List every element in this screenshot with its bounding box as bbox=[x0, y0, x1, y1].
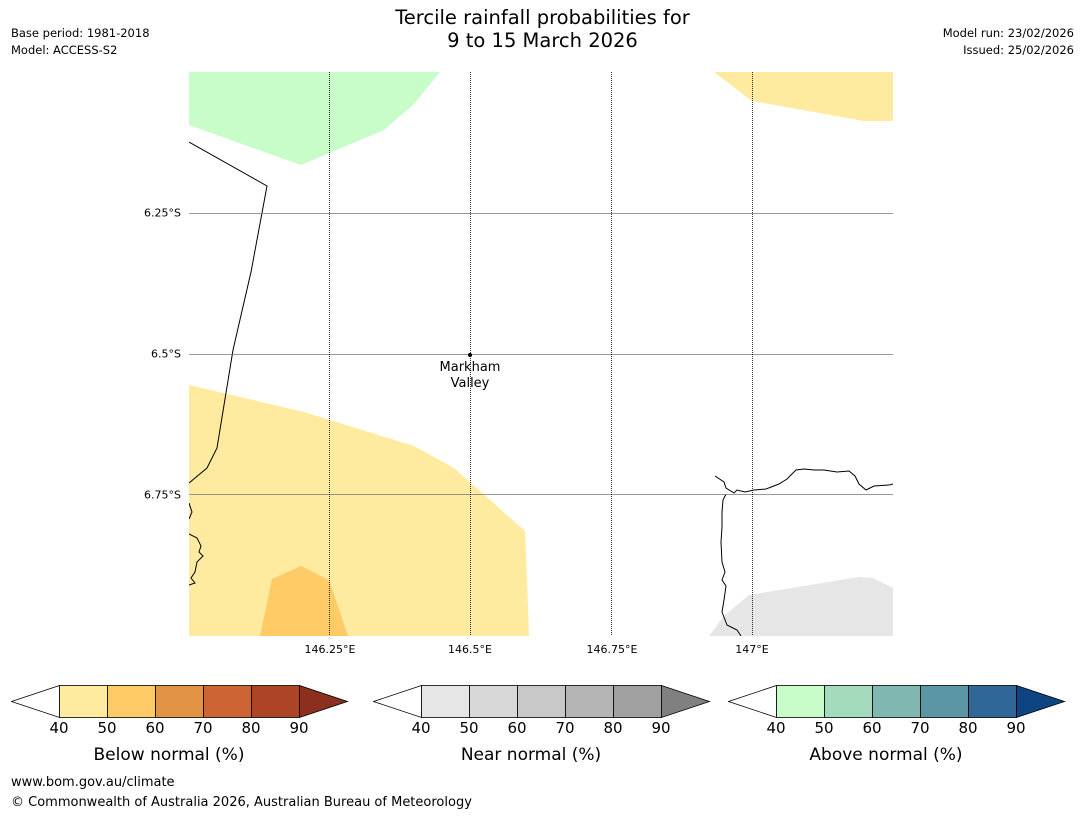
below-normal-tick-90: 90 bbox=[289, 719, 309, 737]
gridlines bbox=[189, 72, 893, 636]
issued-text: Issued: 25/02/2026 bbox=[963, 43, 1074, 57]
below-normal-tick-80: 80 bbox=[241, 719, 261, 737]
lon-label-146.25: 146.25°E bbox=[304, 643, 356, 656]
near-normal-colorbar-label: Near normal (%) bbox=[460, 745, 602, 765]
title-line-1: Tercile rainfall probabilities for bbox=[395, 6, 690, 29]
near-normal-tick-70: 70 bbox=[555, 719, 575, 737]
near-normal-tick-80: 80 bbox=[603, 719, 623, 737]
near-normal-tick-90: 90 bbox=[651, 719, 671, 737]
model-run-text: Model run: 23/02/2026 bbox=[942, 26, 1074, 40]
probability-map bbox=[189, 72, 893, 636]
near-normal-tick-60: 60 bbox=[507, 719, 527, 737]
map-title: Tercile rainfall probabilities for 9 to … bbox=[0, 6, 1085, 52]
lon-label-146.5: 146.5°E bbox=[448, 643, 492, 656]
above-normal-colorbar-segment-70 bbox=[920, 685, 969, 718]
lat-label-6.25: 6.25°S bbox=[144, 206, 181, 220]
near-normal-colorbar bbox=[372, 684, 711, 723]
below-normal-colorbar-segment-70 bbox=[203, 685, 252, 718]
markham-valley-marker bbox=[468, 353, 472, 357]
header-left-info: Base period: 1981-2018 Model: ACCESS-S2 bbox=[11, 25, 150, 59]
model-text: Model: ACCESS-S2 bbox=[11, 43, 118, 57]
near-normal-colorbar-segment-40 bbox=[421, 685, 470, 718]
header-right-info: Model run: 23/02/2026 Issued: 25/02/2026 bbox=[943, 25, 1074, 59]
above-normal-tick-60: 60 bbox=[862, 719, 882, 737]
below-normal-tick-50: 50 bbox=[97, 719, 117, 737]
coastline bbox=[189, 141, 893, 636]
footer-url: www.bom.gov.au/climate bbox=[11, 775, 175, 790]
above-normal-colorbar-low-extension bbox=[727, 684, 777, 719]
above-normal-colorbar-segment-50 bbox=[824, 685, 873, 718]
below-normal-tick-40: 40 bbox=[49, 719, 69, 737]
above-normal-tick-90: 90 bbox=[1006, 719, 1026, 737]
near-normal-colorbar-segment-80 bbox=[613, 685, 662, 718]
near-normal-colorbar-high-extension bbox=[661, 684, 711, 719]
near-normal-colorbar-segment-60 bbox=[517, 685, 566, 718]
above-normal-tick-40: 40 bbox=[766, 719, 786, 737]
below-normal-colorbar bbox=[10, 684, 349, 723]
near-normal-40-region bbox=[709, 577, 893, 636]
below-normal-colorbar-label: Below normal (%) bbox=[93, 745, 245, 765]
place-label-markham-valley: Markham Valley bbox=[440, 360, 501, 392]
above-normal-colorbar bbox=[727, 684, 1066, 723]
place-label-line-1: Markham bbox=[439, 360, 501, 375]
below-normal-colorbar-segment-60 bbox=[155, 685, 204, 718]
above-normal-colorbar-segment-60 bbox=[872, 685, 921, 718]
near-normal-tick-40: 40 bbox=[411, 719, 431, 737]
base-period-text: Base period: 1981-2018 bbox=[11, 26, 150, 40]
below-normal-50-region bbox=[260, 566, 348, 636]
above-normal-colorbar-high-extension bbox=[1016, 684, 1066, 719]
below-normal-colorbar-segment-50 bbox=[107, 685, 156, 718]
above-normal-colorbar-segment-80 bbox=[968, 685, 1017, 718]
near-normal-tick-50: 50 bbox=[459, 719, 479, 737]
above-normal-colorbar-label: Above normal (%) bbox=[809, 745, 963, 765]
below-normal-colorbar-low-extension bbox=[10, 684, 60, 719]
above-normal-colorbar-segment-40 bbox=[776, 685, 825, 718]
near-normal-colorbar-segment-70 bbox=[565, 685, 614, 718]
lat-label-6.75: 6.75°S bbox=[144, 488, 181, 502]
below-normal-tick-60: 60 bbox=[145, 719, 165, 737]
below-normal-colorbar-segment-40 bbox=[59, 685, 108, 718]
near-normal-colorbar-segment-50 bbox=[469, 685, 518, 718]
near-normal-colorbar-low-extension bbox=[372, 684, 422, 719]
lon-label-147: 147°E bbox=[735, 643, 769, 656]
below-normal-tick-70: 70 bbox=[193, 719, 213, 737]
below-normal-40-region-top bbox=[714, 72, 893, 121]
place-label-line-2: Valley bbox=[450, 376, 490, 391]
above-normal-tick-70: 70 bbox=[910, 719, 930, 737]
lat-label-6.5: 6.5°S bbox=[151, 347, 181, 361]
footer-copyright: © Commonwealth of Australia 2026, Austra… bbox=[11, 795, 472, 810]
above-normal-40-region bbox=[189, 72, 440, 165]
below-normal-40-region-bottom bbox=[189, 385, 529, 636]
below-normal-colorbar-segment-80 bbox=[251, 685, 300, 718]
above-normal-tick-50: 50 bbox=[814, 719, 834, 737]
title-line-2: 9 to 15 March 2026 bbox=[447, 29, 638, 52]
below-normal-colorbar-high-extension bbox=[299, 684, 349, 719]
above-normal-tick-80: 80 bbox=[958, 719, 978, 737]
lon-label-146.75: 146.75°E bbox=[586, 643, 638, 656]
